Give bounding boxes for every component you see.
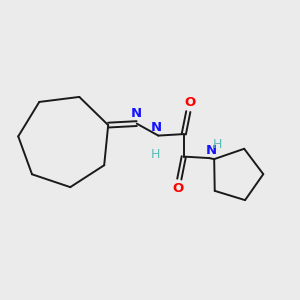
Text: N: N: [131, 107, 142, 120]
Text: O: O: [184, 96, 195, 109]
Text: N: N: [150, 121, 161, 134]
Text: H: H: [151, 148, 160, 161]
Text: O: O: [172, 182, 183, 195]
Text: H: H: [213, 139, 222, 152]
Text: N: N: [206, 144, 217, 157]
